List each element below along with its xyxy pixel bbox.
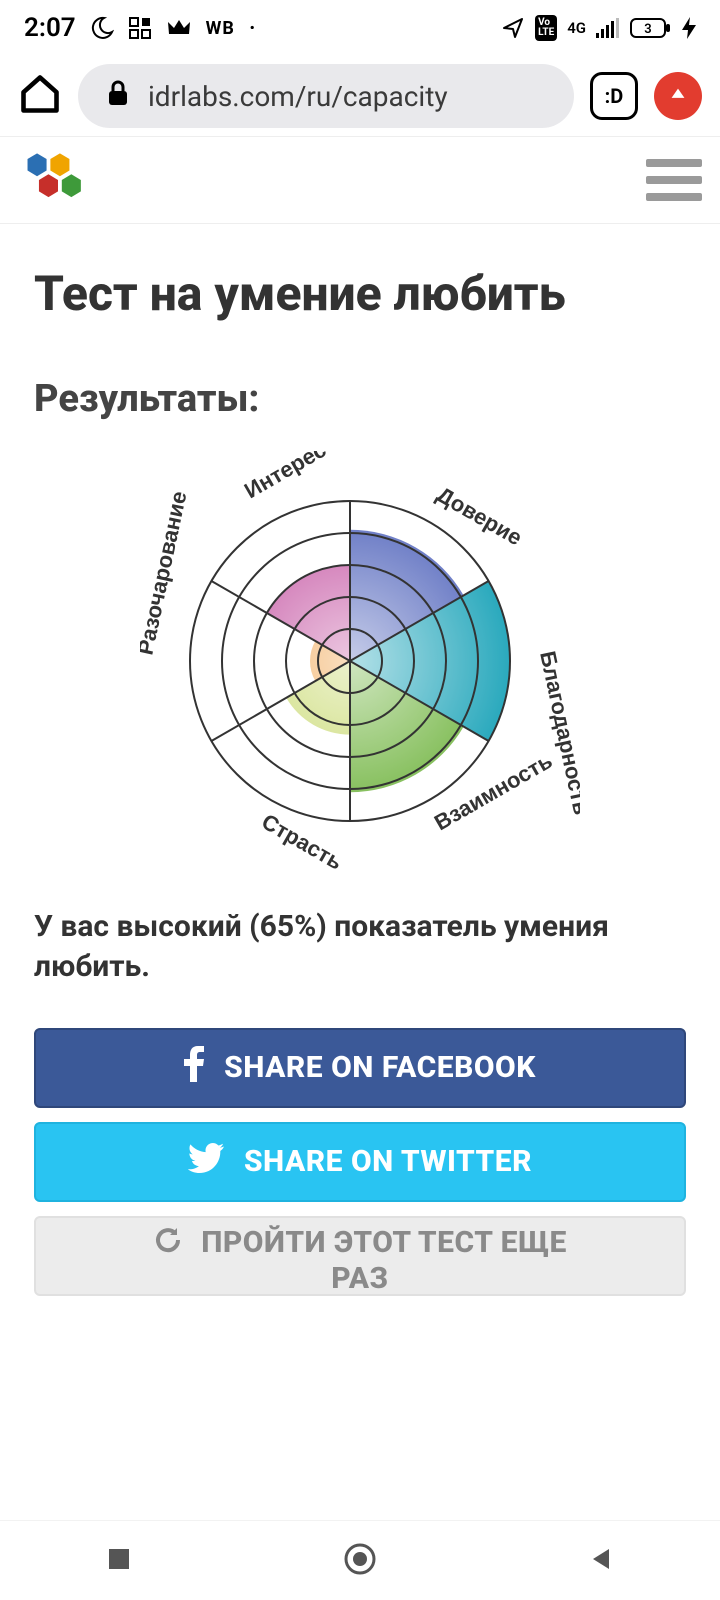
browser-url-bar: idrlabs.com/ru/capacity :D (0, 56, 720, 136)
svg-text:3: 3 (644, 22, 651, 37)
opera-menu-button[interactable] (654, 72, 702, 120)
twitter-button-label: SHARE ON TWITTER (244, 1144, 532, 1179)
tabs-badge-text: :D (605, 84, 624, 108)
facebook-icon (184, 1046, 204, 1090)
status-right-cluster: VoLTE 4G 3 (501, 15, 696, 41)
lock-icon (106, 79, 130, 114)
nav-back-icon[interactable] (587, 1545, 615, 1577)
share-buttons: SHARE ON FACEBOOK SHARE ON TWITTER ПРОЙТ… (34, 1028, 686, 1296)
site-header (0, 136, 720, 224)
chart-axis-label: Интерес (240, 451, 330, 503)
tabs-badge[interactable]: :D (590, 72, 638, 120)
crown-icon (166, 16, 192, 40)
nav-home-icon[interactable] (342, 1541, 378, 1581)
polar-chart: Доверие БлагодарностьВзаимность Страсть Раз… (34, 451, 686, 871)
nav-recent-icon[interactable] (105, 1545, 133, 1577)
page-title: Тест на умение любить (34, 268, 686, 321)
results-heading: Результаты: (34, 377, 686, 421)
site-logo[interactable] (18, 148, 98, 212)
chart-axis-label: Благодарность (535, 649, 580, 817)
share-facebook-button[interactable]: SHARE ON FACEBOOK (34, 1028, 686, 1108)
location-icon (501, 16, 525, 40)
status-dot: · (249, 14, 256, 42)
moon-icon (90, 16, 114, 40)
url-text: idrlabs.com/ru/capacity (148, 80, 448, 113)
network-type: 4G (567, 19, 586, 37)
page-content: Тест на умение любить Результаты: Довери… (0, 224, 720, 1296)
hamburger-menu-icon[interactable] (646, 159, 702, 201)
retry-test-button[interactable]: ПРОЙТИ ЭТОТ ТЕСТ ЕЩЕ РАЗ (34, 1216, 686, 1296)
chart-axis-label: Доверие (433, 481, 527, 550)
chart-axis-label: Страсть (258, 808, 347, 870)
wb-indicator: WB (206, 18, 235, 39)
retry-button-label-1: ПРОЙТИ ЭТОТ ТЕСТ ЕЩЕ (201, 1227, 567, 1259)
url-field[interactable]: idrlabs.com/ru/capacity (78, 64, 574, 128)
home-icon[interactable] (18, 72, 62, 120)
chart-axis-label: Разочарование (140, 489, 192, 657)
status-left-cluster: 2:07 WB · (24, 13, 256, 43)
charging-icon (682, 17, 696, 39)
battery-icon: 3 (630, 18, 672, 38)
android-nav-bar (0, 1520, 720, 1600)
volte-badge: VoLTE (535, 15, 557, 41)
status-time: 2:07 (24, 13, 76, 43)
chart-axis-label: Взаимность (430, 748, 556, 835)
signal-icon (596, 18, 620, 38)
refresh-icon (153, 1225, 183, 1262)
twitter-icon (188, 1143, 224, 1181)
retry-button-label-2: РАЗ (331, 1263, 388, 1295)
share-twitter-button[interactable]: SHARE ON TWITTER (34, 1122, 686, 1202)
result-summary: У вас высокий (65%) показатель умения лю… (34, 907, 686, 988)
android-status-bar: 2:07 WB · VoLTE 4G 3 (0, 0, 720, 56)
apps-grid-icon (128, 16, 152, 40)
facebook-button-label: SHARE ON FACEBOOK (224, 1050, 536, 1085)
